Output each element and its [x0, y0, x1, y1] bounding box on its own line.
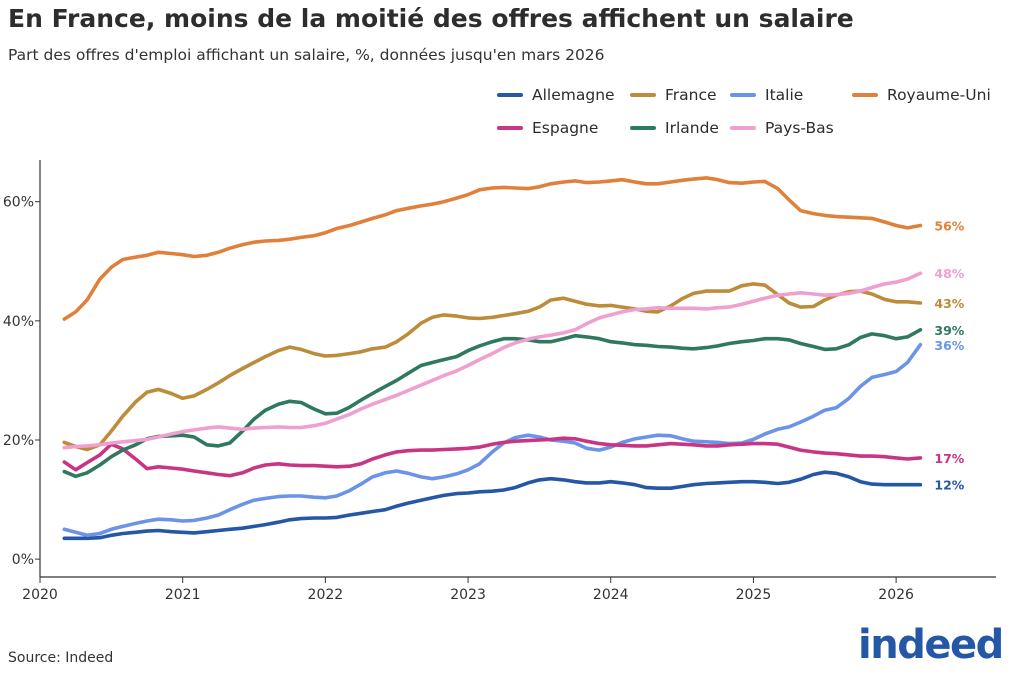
- legend-item-pays-bas: Pays-Bas: [730, 119, 834, 137]
- series-line-italie: [62, 342, 923, 538]
- y-tick-label: 60%: [3, 195, 34, 211]
- legend-item-espagne: Espagne: [497, 119, 598, 137]
- series-line-royaume-uni: [62, 176, 923, 321]
- x-tick-label: 2023: [450, 587, 486, 603]
- legend-item-france: France: [630, 86, 717, 104]
- legend-label: Pays-Bas: [765, 119, 834, 137]
- x-tick-label: 2024: [593, 587, 629, 603]
- end-label-espagne: 17%: [934, 451, 964, 466]
- legend-swatch: [730, 126, 756, 130]
- x-tick-label: 2021: [165, 587, 201, 603]
- legend-swatch: [852, 93, 878, 97]
- y-tick-label: 40%: [3, 314, 34, 330]
- legend-label: France: [665, 86, 717, 104]
- series-line-irlande: [62, 328, 923, 479]
- x-tick-label: 2020: [22, 587, 58, 603]
- y-tick-label: 20%: [3, 433, 34, 449]
- series-line-allemagne: [62, 470, 923, 541]
- legend-swatch: [630, 126, 656, 130]
- series-line-pays-bas: [62, 271, 923, 450]
- legend-item-italie: Italie: [730, 86, 803, 104]
- end-label-irlande: 39%: [934, 323, 964, 338]
- indeed-logo: indeed: [858, 622, 1004, 668]
- end-label-italie: 36%: [934, 338, 964, 353]
- chart-subtitle: Part des offres d'emploi affichant un sa…: [8, 46, 605, 64]
- legend-label: Italie: [765, 86, 804, 104]
- source-note: Source: Indeed: [8, 650, 114, 666]
- legend-label: Royaume-Uni: [887, 86, 991, 104]
- legend-label: Espagne: [532, 119, 599, 137]
- legend-swatch: [497, 93, 523, 97]
- y-tick-label: 0%: [12, 552, 34, 568]
- legend-item-irlande: Irlande: [630, 119, 719, 137]
- end-label-allemagne: 12%: [934, 478, 964, 493]
- legend-swatch: [630, 93, 656, 97]
- legend-label: Allemagne: [532, 86, 615, 104]
- series-line-espagne: [62, 436, 923, 478]
- legend-item-royaume-uni: Royaume-Uni: [852, 86, 991, 104]
- legend-swatch: [730, 93, 756, 97]
- legend-item-allemagne: Allemagne: [497, 86, 615, 104]
- legend-swatch: [497, 126, 523, 130]
- x-tick-label: 2026: [878, 587, 914, 603]
- legend-label: Irlande: [665, 119, 719, 137]
- x-tick-label: 2022: [308, 587, 344, 603]
- end-label-france: 43%: [934, 296, 964, 311]
- end-label-royaume-uni: 56%: [934, 219, 964, 234]
- end-label-pays-bas: 48%: [934, 266, 964, 281]
- x-tick-label: 2025: [736, 587, 772, 603]
- chart-title: En France, moins de la moitié des offres…: [8, 4, 854, 33]
